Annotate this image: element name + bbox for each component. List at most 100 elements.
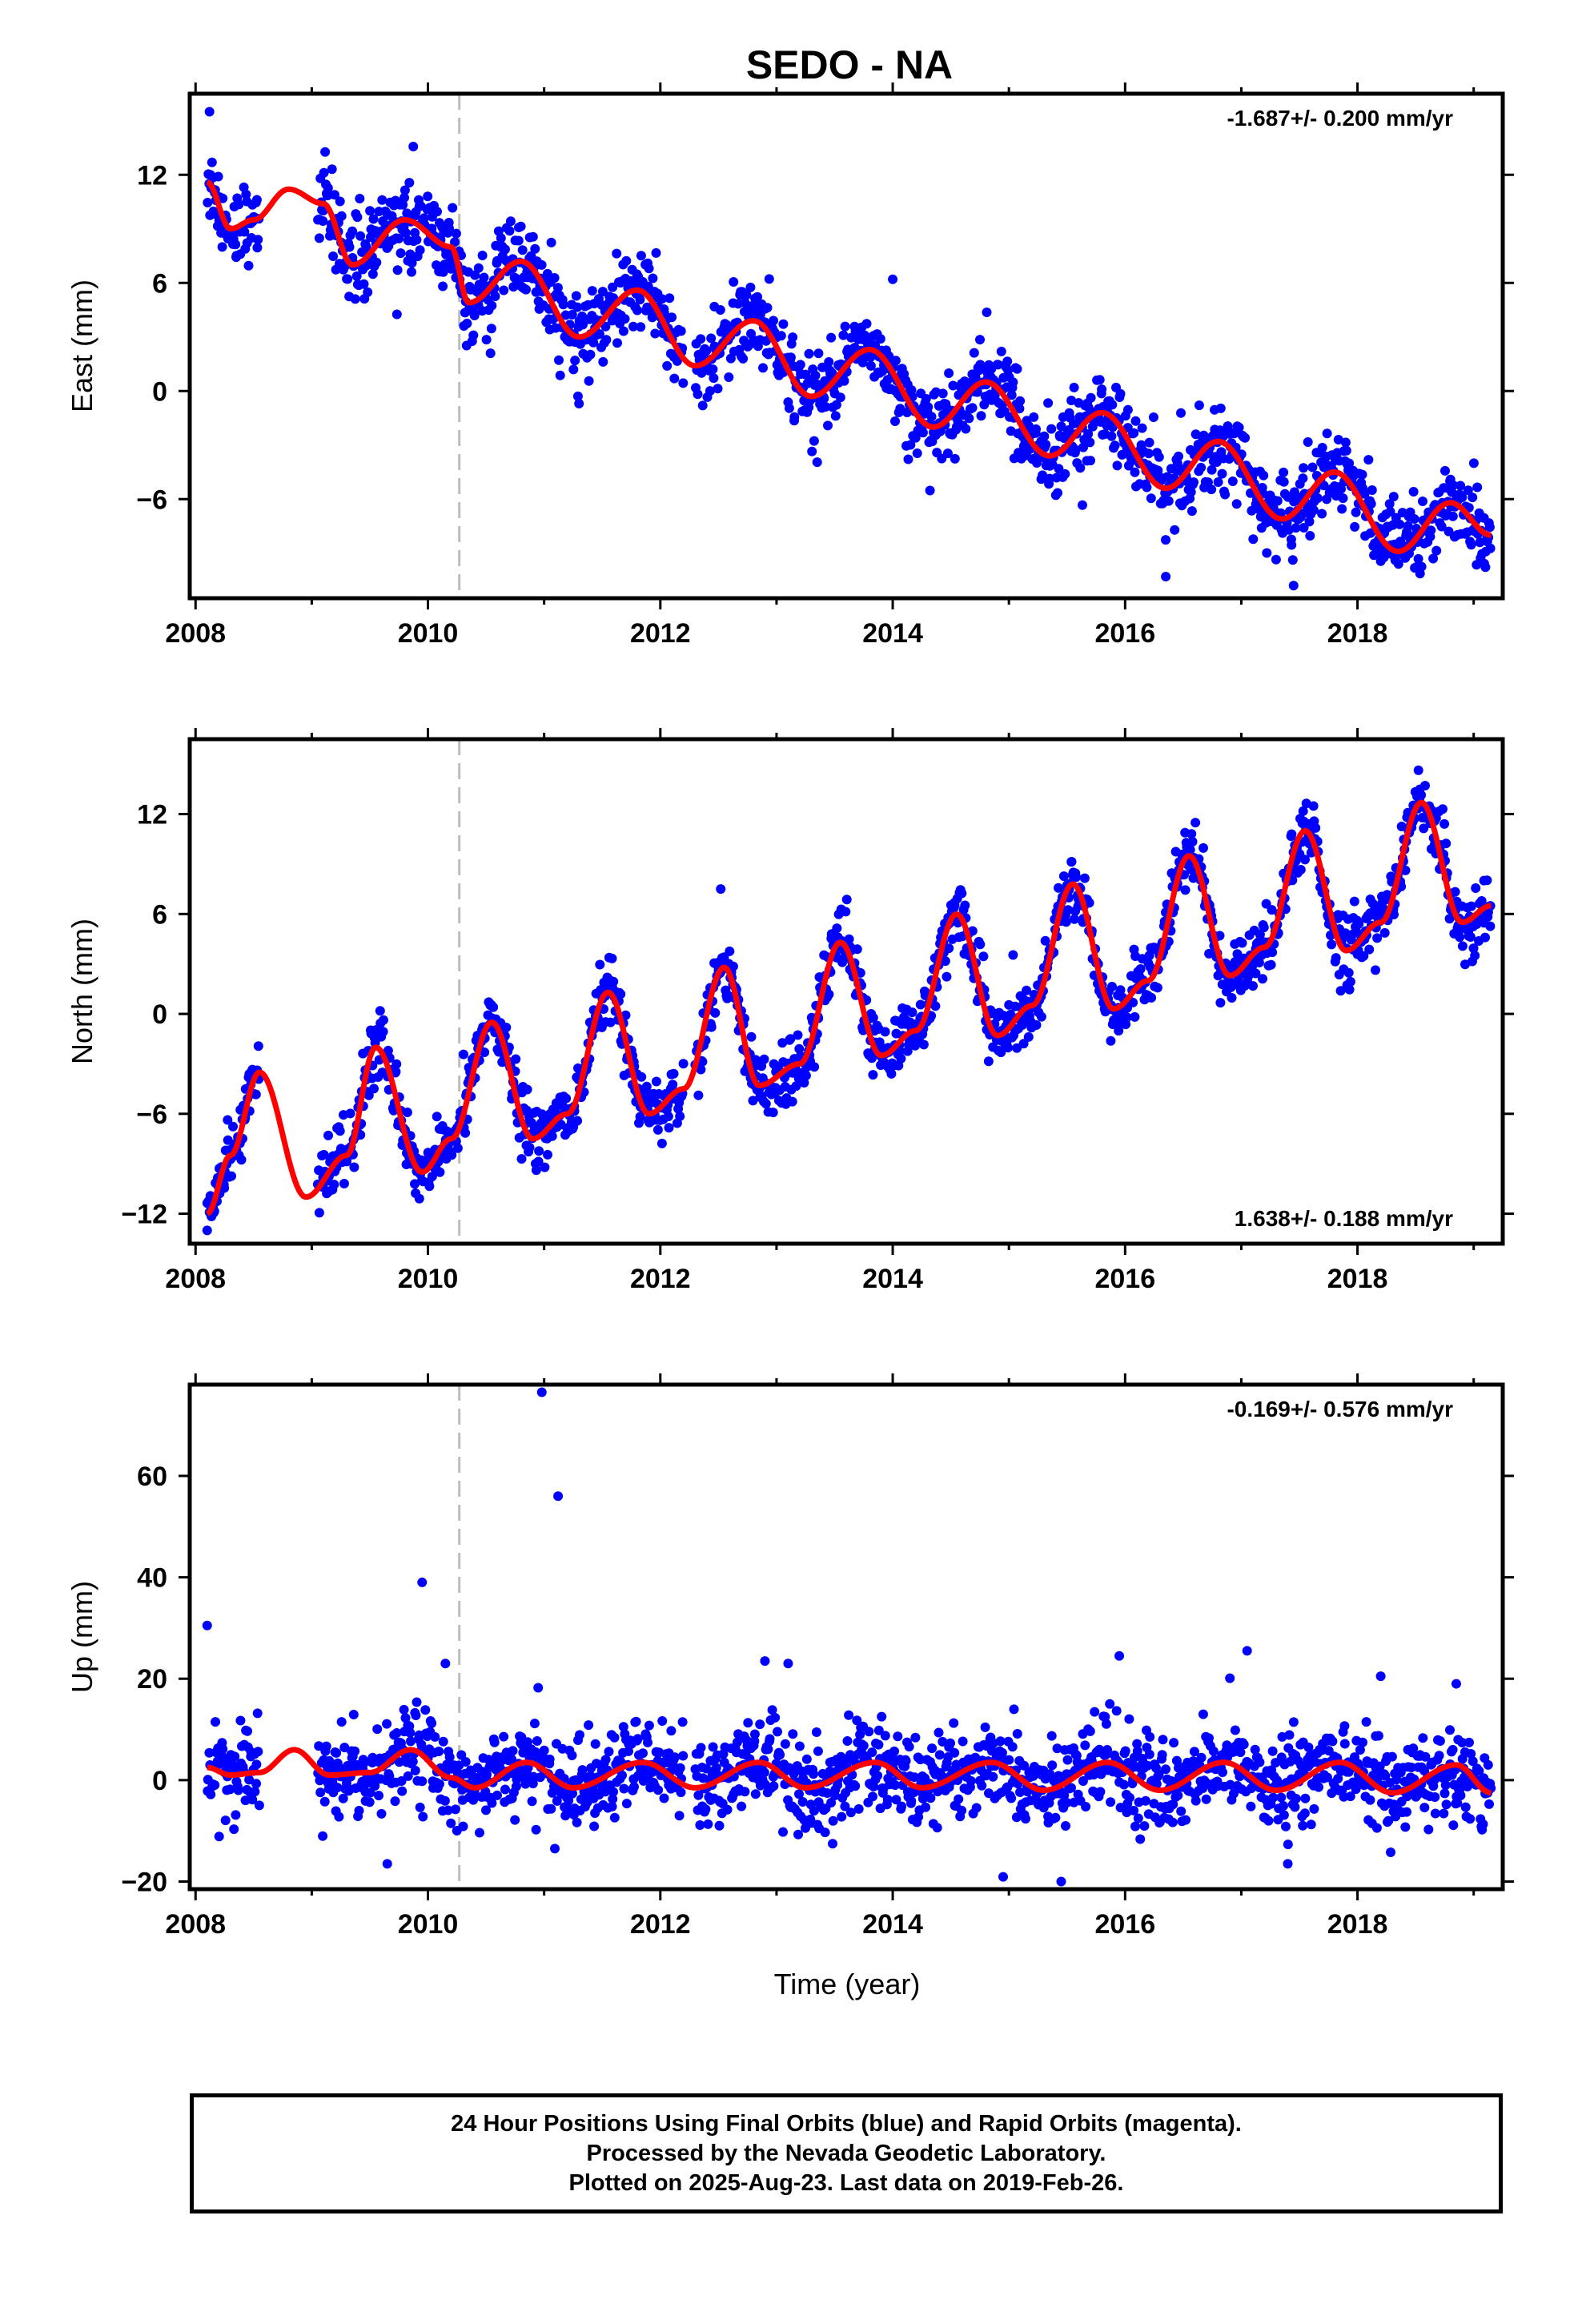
data-point	[1344, 458, 1355, 468]
data-point	[539, 1745, 549, 1755]
data-point	[568, 1788, 577, 1799]
data-point	[950, 453, 960, 464]
data-point	[822, 1788, 833, 1798]
data-point	[607, 1801, 617, 1811]
data-point	[1450, 887, 1460, 897]
data-point	[1144, 437, 1154, 448]
data-point	[784, 403, 794, 413]
data-point	[891, 1795, 901, 1805]
data-point	[926, 1793, 936, 1803]
x-tick-label: 2010	[398, 1264, 459, 1294]
data-point	[1308, 505, 1319, 515]
data-point	[996, 346, 1006, 356]
data-point	[609, 1732, 620, 1743]
data-point	[585, 1771, 596, 1781]
data-point	[612, 248, 622, 259]
data-point	[391, 1059, 402, 1069]
data-point	[1237, 938, 1247, 948]
data-point	[1014, 404, 1025, 414]
data-point	[664, 1123, 674, 1133]
data-point	[967, 926, 978, 936]
data-point	[831, 400, 841, 410]
data-point	[793, 1829, 803, 1839]
data-point	[775, 1750, 785, 1760]
data-point	[552, 1795, 562, 1806]
data-point	[1008, 950, 1018, 960]
data-point	[528, 231, 538, 242]
data-point	[1387, 1751, 1397, 1762]
data-point	[895, 1046, 905, 1056]
data-point	[770, 1712, 781, 1723]
data-point	[1483, 1759, 1493, 1770]
data-point	[998, 1872, 1008, 1882]
data-point	[1040, 935, 1050, 946]
data-point	[1322, 1772, 1332, 1783]
data-point	[1373, 1731, 1383, 1741]
data-point	[950, 1747, 960, 1758]
data-point	[701, 345, 712, 356]
data-point	[253, 1041, 263, 1051]
north-rate-label: 1.638+/- 0.188 mm/yr	[1235, 1206, 1453, 1231]
data-point	[1402, 1791, 1412, 1802]
data-point	[408, 1756, 418, 1767]
data-point	[407, 267, 416, 277]
data-point	[383, 1045, 393, 1055]
data-point	[890, 416, 900, 426]
data-point	[1431, 545, 1442, 556]
data-point	[1452, 1798, 1463, 1808]
data-point	[1441, 838, 1452, 849]
data-point	[1380, 1771, 1391, 1781]
data-point	[555, 370, 565, 380]
data-point	[1426, 525, 1436, 536]
data-point	[231, 239, 241, 250]
data-point	[667, 312, 677, 323]
data-point	[377, 195, 387, 205]
data-point	[651, 247, 661, 258]
data-point	[1385, 506, 1395, 517]
data-point	[1161, 1764, 1170, 1775]
data-point	[624, 1746, 633, 1756]
data-point	[669, 1068, 679, 1079]
data-point	[314, 1741, 324, 1751]
data-point	[1266, 959, 1276, 970]
data-point	[873, 1771, 883, 1781]
data-point	[676, 1787, 686, 1798]
data-point	[651, 1076, 661, 1087]
data-point	[693, 1790, 704, 1800]
data-point	[967, 403, 978, 413]
data-point	[768, 1108, 778, 1118]
data-point	[1355, 1745, 1365, 1755]
data-point	[697, 1056, 708, 1067]
data-point	[674, 1811, 685, 1821]
data-point	[841, 895, 852, 905]
data-point	[923, 402, 934, 412]
data-point	[327, 164, 337, 175]
data-point	[693, 389, 703, 400]
data-point	[350, 1746, 360, 1756]
data-point	[1038, 470, 1048, 480]
data-point	[1078, 1776, 1088, 1786]
data-point	[1340, 437, 1351, 448]
x-tick-label: 2014	[862, 1264, 923, 1294]
data-point	[1186, 506, 1197, 517]
y-tick-label: 12	[137, 160, 167, 191]
data-point	[1482, 875, 1492, 886]
data-point	[1128, 997, 1138, 1007]
data-point	[948, 380, 958, 391]
data-point	[1439, 818, 1450, 829]
data-point	[475, 1827, 484, 1838]
data-point	[839, 376, 849, 386]
data-point	[1457, 941, 1468, 951]
x-tick-label: 2012	[630, 1909, 691, 1940]
data-point	[1472, 482, 1483, 493]
outlier-point	[204, 107, 215, 117]
data-point	[363, 1090, 374, 1100]
data-point	[1145, 1731, 1155, 1742]
data-point	[343, 274, 353, 284]
y-tick-label: 6	[152, 899, 167, 930]
data-point	[1413, 553, 1423, 564]
up-scatter-series	[202, 1387, 1496, 1887]
data-point	[488, 1002, 499, 1012]
data-point	[1248, 981, 1258, 991]
outlier-point	[1242, 1646, 1252, 1656]
